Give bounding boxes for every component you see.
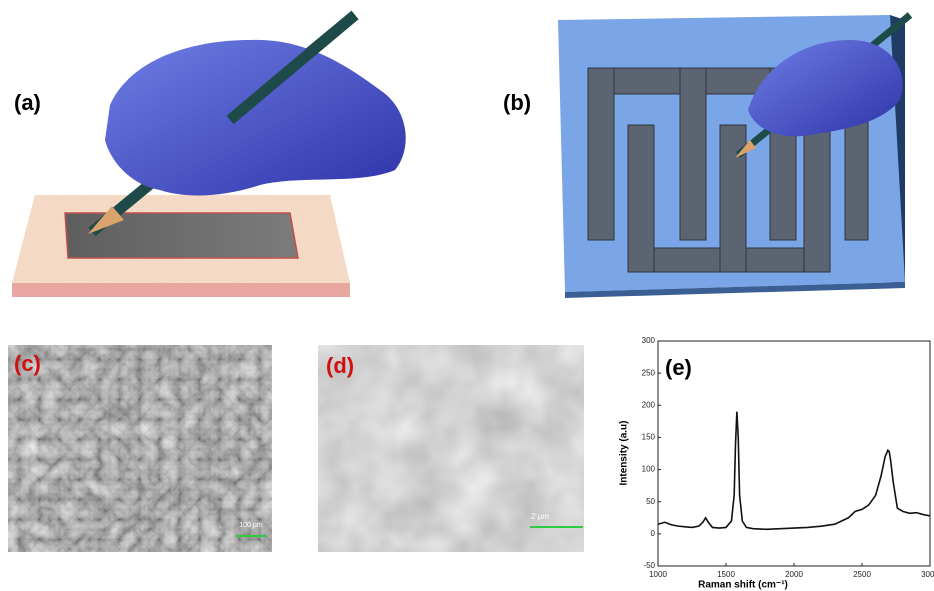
panel-label: (b) xyxy=(503,90,531,115)
y-tick-label: 0 xyxy=(651,529,656,538)
panel-label: (c) xyxy=(14,351,41,376)
chart-title: (e) xyxy=(665,355,692,380)
x-tick-label: 2000 xyxy=(785,570,803,579)
y-tick-label: 200 xyxy=(642,400,656,409)
raman-chart: (e) Raman shift (cm⁻¹) Intensity (a.u) -… xyxy=(608,330,934,591)
y-tick-label: 50 xyxy=(646,497,655,506)
panel-c: (c) 100 µm xyxy=(8,345,272,552)
sem-image xyxy=(8,345,272,552)
y-tick-label: 300 xyxy=(642,336,656,345)
x-tick-label: 1500 xyxy=(717,570,735,579)
substrate-side xyxy=(12,283,350,297)
panel-a: (a) xyxy=(12,15,406,297)
x-tick-label: 2500 xyxy=(853,570,871,579)
y-tick-label: 250 xyxy=(642,368,656,377)
panel-label: (a) xyxy=(14,90,41,115)
figure: (a) (b) (c) 100 µm (d) 2 µm xyxy=(0,0,934,591)
panel-label: (d) xyxy=(326,353,354,378)
y-tick-label: 100 xyxy=(642,465,656,474)
x-tick-label: 3000 xyxy=(921,570,934,579)
gloved-hand xyxy=(105,40,406,196)
panel-d: (d) 2 µm xyxy=(318,345,584,552)
y-axis-label: Intensity (a.u) xyxy=(619,420,630,485)
x-axis-label: Raman shift (cm⁻¹) xyxy=(698,580,788,591)
y-tick-label: -50 xyxy=(643,561,655,570)
scale-bar-label: 2 µm xyxy=(531,512,549,521)
panel-b: (b) xyxy=(503,15,910,298)
scale-bar-label: 100 µm xyxy=(239,522,263,529)
x-tick-label: 1000 xyxy=(649,570,667,579)
y-tick-label: 150 xyxy=(642,433,656,442)
